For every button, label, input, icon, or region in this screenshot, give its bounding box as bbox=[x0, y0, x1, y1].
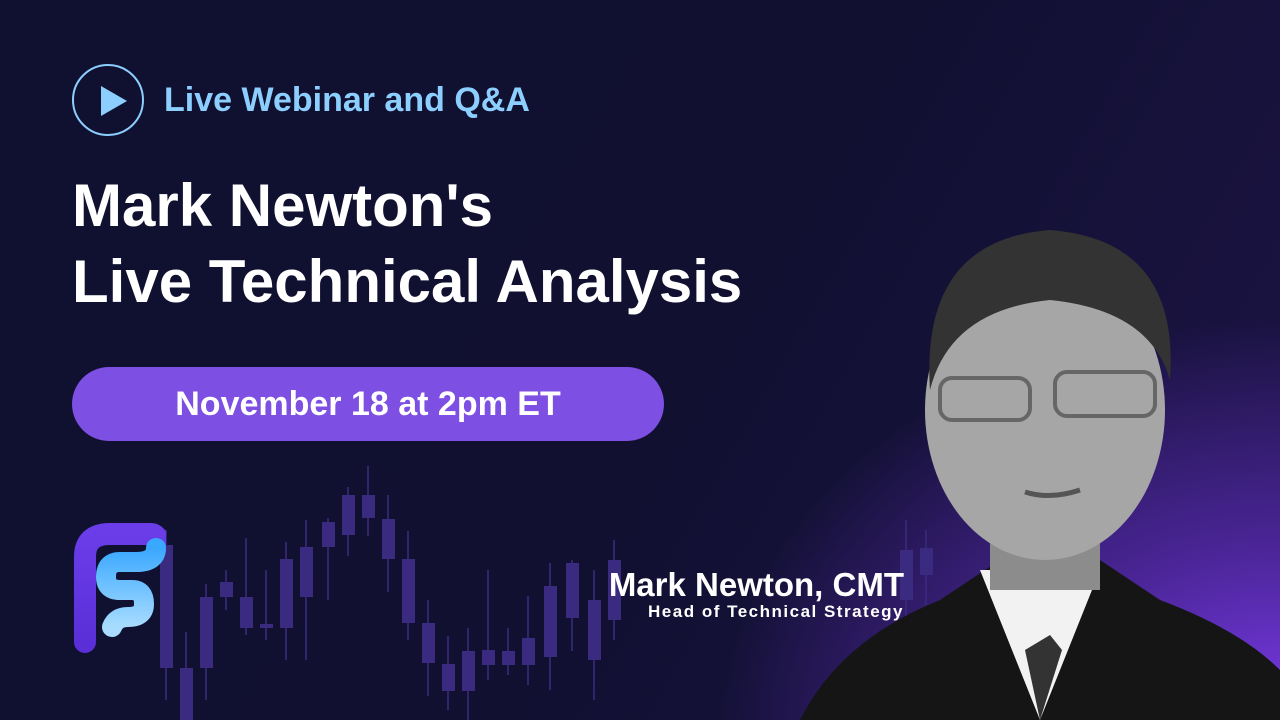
brand-logo bbox=[74, 523, 166, 653]
page-title: Mark Newton's Live Technical Analysis bbox=[72, 168, 742, 320]
candle-body bbox=[382, 519, 395, 559]
candle-body bbox=[422, 623, 435, 663]
candle-body bbox=[462, 651, 475, 691]
badge-label: Live Webinar and Q&A bbox=[164, 80, 530, 119]
speaker-role: Head of Technical Strategy bbox=[648, 602, 904, 621]
candle-body bbox=[200, 597, 213, 668]
candle-body bbox=[260, 624, 273, 628]
speaker-photo bbox=[800, 230, 1280, 720]
candle-body bbox=[300, 547, 313, 597]
date-pill: November 18 at 2pm ET bbox=[72, 367, 664, 441]
speaker-caption: Mark Newton, CMT Head of Technical Strat… bbox=[609, 566, 904, 622]
candle-body bbox=[362, 495, 375, 518]
candle-body bbox=[402, 559, 415, 623]
candle-body bbox=[502, 651, 515, 665]
candle-body bbox=[442, 664, 455, 691]
candle-body bbox=[342, 495, 355, 535]
title-line-1: Mark Newton's bbox=[72, 172, 494, 239]
candle-body bbox=[920, 548, 933, 575]
speaker-name: Mark Newton, CMT bbox=[608, 566, 904, 603]
candle-body bbox=[240, 597, 253, 628]
candle-body bbox=[588, 600, 601, 660]
play-circle-icon bbox=[72, 64, 144, 136]
candle-body bbox=[900, 550, 913, 600]
candle-body bbox=[522, 638, 535, 665]
candle-body bbox=[220, 582, 233, 597]
title-line-2: Live Technical Analysis bbox=[72, 248, 743, 315]
candle-body bbox=[482, 650, 495, 665]
candle-body bbox=[608, 560, 621, 620]
candle-body bbox=[280, 559, 293, 628]
candle-body bbox=[322, 522, 335, 547]
webinar-badge: Live Webinar and Q&A bbox=[72, 64, 530, 136]
candle-body bbox=[180, 668, 193, 720]
candle-body bbox=[160, 545, 173, 668]
candle-body bbox=[566, 563, 579, 618]
candle-body bbox=[544, 586, 557, 657]
